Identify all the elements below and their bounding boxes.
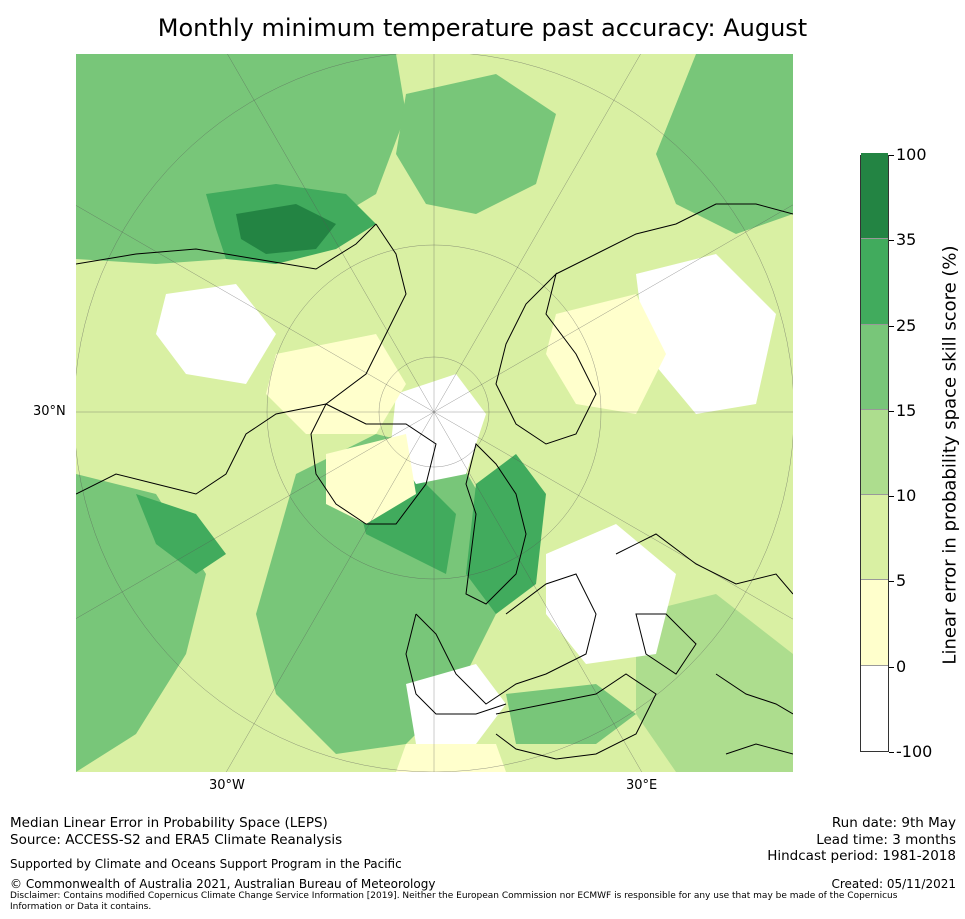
- footer-copyright: © Commonwealth of Australia 2021, Austra…: [10, 877, 436, 891]
- colorbar-tick-label: 25: [896, 315, 917, 335]
- footer-hindcast: Hindcast period: 1981-2018: [767, 848, 956, 864]
- pole-low-skill: [391, 374, 486, 484]
- mediterranean-region: [506, 684, 636, 744]
- colorbar-title: Linear error in probability space skill …: [939, 245, 961, 665]
- colorbar-tick-label: 0: [896, 656, 907, 676]
- europe-low-skill: [406, 664, 506, 744]
- colorbar-tick: [889, 496, 894, 498]
- pacific-peak-region: [236, 204, 336, 254]
- colorbar-bin: [861, 153, 888, 240]
- map-canvas: [76, 54, 793, 772]
- colorbar-tick: [889, 325, 894, 327]
- africa-low-skill: [396, 744, 506, 772]
- north-america-low-skill: [156, 284, 276, 384]
- colorbar-tick: [889, 666, 894, 668]
- footer-run-date: Run date: 9th May: [831, 815, 956, 831]
- arctic-ocean-region: [396, 74, 556, 214]
- colorbar: [860, 153, 889, 752]
- greenland-low-skill: [326, 434, 416, 524]
- colorbar-bin: [861, 579, 888, 666]
- footer-lead-time: Lead time: 3 months: [816, 832, 956, 848]
- colorbar-tick: [889, 155, 894, 156]
- russia-low-skill: [546, 524, 676, 664]
- lon-label-30w: 30°W: [209, 778, 245, 793]
- siberia-low-skill: [636, 254, 776, 414]
- scandinavia-region: [466, 454, 546, 614]
- skill-map: [76, 54, 793, 772]
- colorbar-bin: [861, 323, 888, 410]
- lat-label-30n: 30°N: [33, 404, 66, 419]
- colorbar-tick-label: 35: [896, 230, 917, 250]
- southeast-region: [636, 594, 793, 772]
- colorbar-tick-label: -100: [896, 742, 933, 761]
- west-core-region: [136, 494, 226, 574]
- colorbar-tick: [889, 410, 894, 412]
- footer-created: Created: 05/11/2021: [831, 877, 956, 891]
- graticule: [76, 54, 793, 772]
- colorbar-bin: [861, 665, 888, 751]
- colorbar-tick-label: 5: [896, 571, 907, 591]
- chart-title: Monthly minimum temperature past accurac…: [157, 14, 808, 42]
- colorbar-tick-label: 100: [896, 145, 927, 164]
- colorbar-tick-label: 15: [896, 400, 917, 420]
- colorbar-bin: [861, 494, 888, 581]
- colorbar-tick: [889, 240, 894, 242]
- colorbar-bin: [861, 408, 888, 496]
- northeast-region: [656, 54, 793, 234]
- lon-label-30e: 30°E: [626, 778, 658, 793]
- colorbar-tick: [889, 752, 894, 753]
- colorbar-tick-label: 10: [896, 486, 917, 506]
- footer-method: Median Linear Error in Probability Space…: [10, 815, 328, 831]
- coastlines: [76, 203, 793, 760]
- footer-disclaimer: Disclaimer: Contains modified Copernicus…: [10, 891, 898, 912]
- footer-source: Source: ACCESS-S2 and ERA5 Climate Reana…: [10, 832, 343, 848]
- colorbar-tick: [889, 581, 894, 583]
- colorbar-bin: [861, 238, 888, 325]
- footer-support: Supported by Climate and Oceans Support …: [10, 857, 402, 871]
